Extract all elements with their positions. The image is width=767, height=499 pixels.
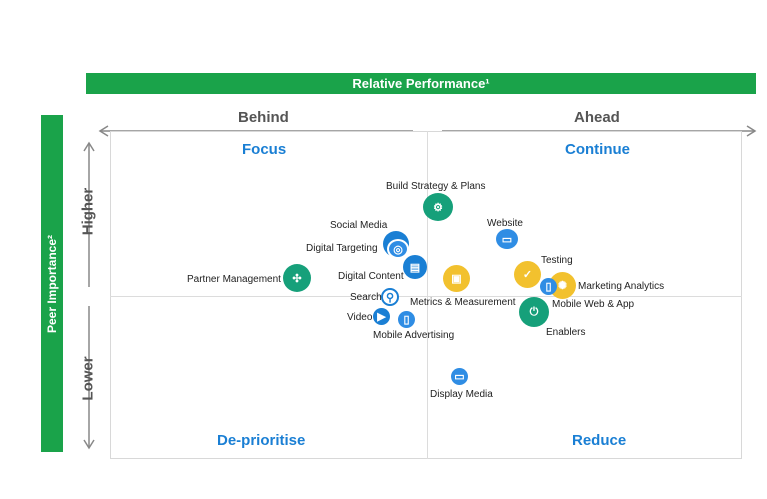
- higher-label: Higher: [79, 187, 97, 236]
- website-label: Website: [487, 218, 523, 229]
- quadrant-focus: Focus: [242, 141, 287, 158]
- digital-content-icon: ▤: [403, 255, 427, 279]
- lower-label: Lower: [79, 356, 97, 401]
- horizontal-divider: [110, 296, 742, 297]
- enablers-label: Enablers: [546, 327, 586, 338]
- relative-performance-title: Relative Performance¹: [352, 76, 490, 91]
- metrics-measurement-label: Metrics & Measurement: [410, 297, 516, 308]
- video-icon: ▶: [373, 308, 390, 325]
- ahead-label: Ahead: [574, 109, 620, 126]
- mobile-web-label: Mobile Web & App: [552, 299, 635, 310]
- search-label: Search: [350, 292, 382, 303]
- build-strategy-label: Build Strategy & Plans: [386, 181, 486, 192]
- display-media-icon: ▭: [451, 368, 468, 385]
- video-label: Video: [347, 312, 373, 323]
- partner-management-icon: ✣: [283, 264, 311, 292]
- metrics-measurement-icon: ▣: [443, 265, 470, 292]
- relative-performance-banner: Relative Performance¹: [86, 73, 756, 94]
- search-icon: ⚲: [381, 288, 399, 306]
- marketing-analytics-label: Marketing Analytics: [578, 281, 665, 292]
- digital-targeting-label: Digital Targeting: [306, 243, 378, 254]
- testing-icon: ✓: [514, 261, 541, 288]
- digital-content-label: Digital Content: [338, 271, 404, 282]
- quadrant-continue: Continue: [565, 141, 630, 158]
- social-media-label: Social Media: [330, 220, 388, 231]
- enablers-icon: ⏻: [519, 297, 549, 327]
- quadrant-reduce: Reduce: [572, 432, 627, 449]
- build-strategy-icon: ⚙: [423, 193, 453, 221]
- peer-importance-banner: Peer Importance²: [41, 115, 63, 452]
- testing-label: Testing: [541, 255, 573, 266]
- digital-targeting-icon: ◎: [387, 239, 409, 259]
- mobile-advertising-label: Mobile Advertising: [373, 330, 455, 341]
- quadrant-deprioritise: De-prioritise: [217, 432, 306, 449]
- behind-label: Behind: [238, 109, 289, 126]
- mobile-web-icon: ▯: [540, 278, 557, 295]
- vertical-divider: [427, 131, 428, 459]
- partner-management-label: Partner Management: [187, 274, 281, 285]
- mobile-advertising-icon: ▯: [398, 311, 415, 328]
- display-media-label: Display Media: [430, 389, 493, 400]
- website-icon: ▭: [496, 229, 518, 249]
- quadrant-grid: [110, 131, 742, 459]
